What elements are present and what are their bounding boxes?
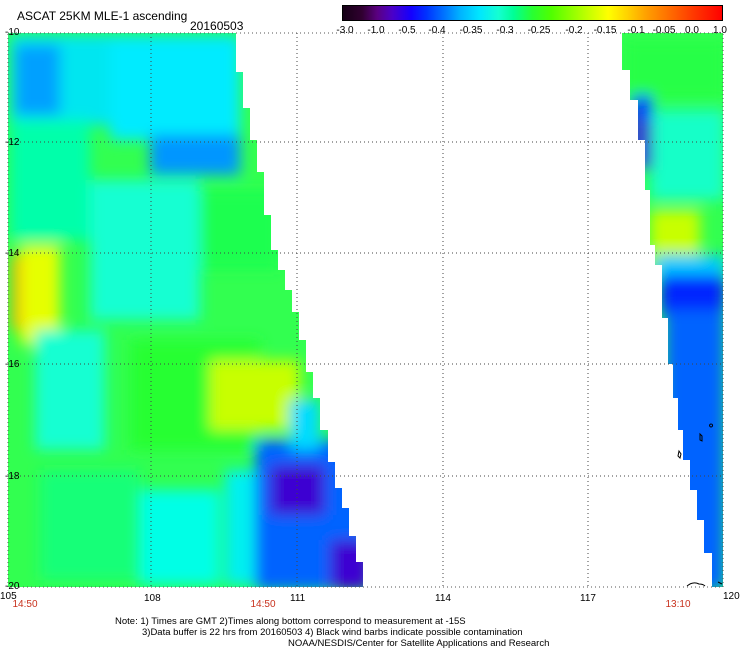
colorbar-label: -0.05 — [652, 25, 676, 36]
lat-label: -14 — [5, 248, 20, 259]
lat-label: -16 — [5, 359, 20, 370]
lat-label: -18 — [5, 471, 20, 482]
colorbar-label: -0.5 — [398, 25, 416, 36]
lon-label: 117 — [580, 593, 596, 604]
colorbar-label: -0.25 — [527, 25, 551, 36]
colorbar-label: -0.3 — [496, 25, 514, 36]
time-label: 14:50 — [12, 599, 38, 610]
lon-label: 108 — [144, 593, 161, 604]
note-line-3: NOAA/NESDIS/Center for Satellite Applica… — [288, 638, 550, 649]
colorbar-label: -0.15 — [593, 25, 617, 36]
right-swath — [622, 33, 723, 587]
colorbar-label: -0.35 — [459, 25, 483, 36]
map-title: ASCAT 25KM MLE-1 ascending — [17, 9, 188, 23]
colorbar-label: 0.0 — [685, 25, 699, 36]
note-line-2: 3)Data buffer is 22 hrs from 20160503 4)… — [142, 627, 523, 638]
left-swath — [8, 33, 363, 587]
colorbar-label: 1.0 — [713, 25, 727, 36]
time-label: 14:50 — [250, 599, 276, 610]
lat-label: -10 — [5, 27, 20, 38]
colorbar — [342, 5, 723, 21]
lon-label: 111 — [290, 593, 306, 604]
colorbar-label: -3.0 — [336, 25, 354, 36]
island-outlines — [677, 423, 723, 587]
lon-label: 114 — [435, 593, 451, 604]
map-date: 20160503 — [190, 19, 244, 33]
map-frame — [7, 32, 724, 588]
lon-label: 120 — [723, 591, 740, 602]
colorbar-label: -0.4 — [428, 25, 446, 36]
colorbar-label: -0.2 — [565, 25, 583, 36]
grid-lines — [8, 33, 723, 587]
lat-label: -12 — [5, 137, 20, 148]
colorbar-label: -0.1 — [627, 25, 645, 36]
time-label: 13:10 — [665, 599, 691, 610]
lon-label: 105 — [0, 591, 17, 602]
note-line-1: Note: 1) Times are GMT 2)Times along bot… — [115, 616, 466, 627]
colorbar-label: -1.0 — [367, 25, 385, 36]
lat-label: -20 — [5, 581, 20, 592]
